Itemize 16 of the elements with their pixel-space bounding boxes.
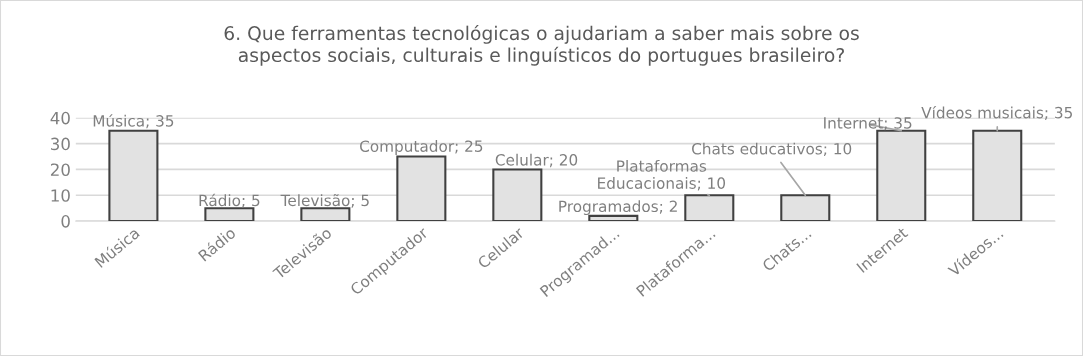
- data-label: Celular; 20: [495, 153, 578, 168]
- data-label: Televisão; 5: [280, 194, 369, 208]
- data-label: Música; 35: [93, 114, 174, 129]
- data-label: Programados; 2: [559, 200, 677, 216]
- data-label: Internet; 35: [824, 117, 912, 131]
- data-label: Rádio; 5: [199, 193, 260, 208]
- y-tick-label: 30: [51, 137, 70, 151]
- data-label: Plataformas Educacionais; 10: [598, 159, 726, 191]
- y-tick-label: 20: [50, 163, 70, 177]
- data-label: Vídeos musicais; 35: [921, 105, 1072, 120]
- data-label: Computador; 25: [360, 140, 483, 155]
- y-tick-label: 0: [61, 215, 70, 228]
- y-tick-label: 10: [51, 189, 70, 202]
- y-tick-label: 40: [50, 111, 70, 125]
- chart-title: 6. Que ferramentas tecnológicas o ajudariam a saber mais sobre os aspectos sociais, culturais e linguísticos do portugues brasileiro?: [224, 24, 859, 66]
- data-label: Chats educativos; 10: [692, 142, 852, 157]
